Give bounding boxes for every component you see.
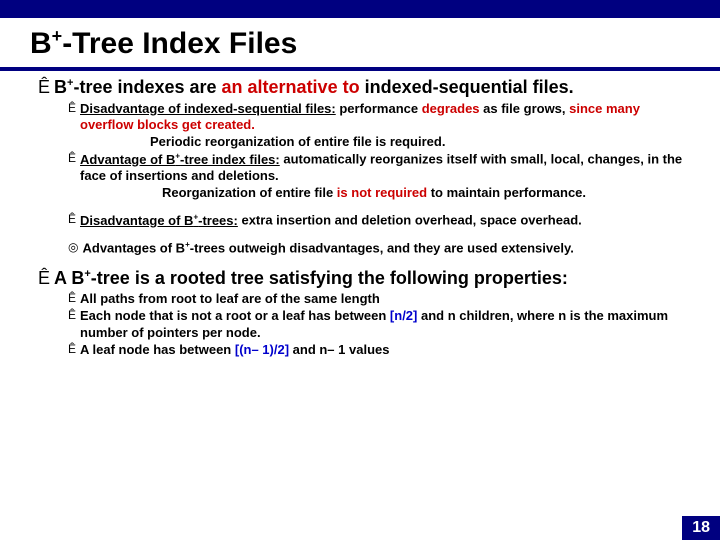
arrow-icon: Ê: [68, 342, 76, 358]
top-bar: [0, 0, 720, 18]
disadv-btree-text: Disadvantage of B+-trees: extra insertio…: [80, 212, 692, 229]
prop-3: Ê A leaf node has between [(n– 1)/2] and…: [68, 342, 692, 358]
t: [(n– 1)/2]: [235, 342, 289, 357]
disadv-btree: Ê Disadvantage of B+-trees: extra insert…: [68, 212, 692, 229]
t: to maintain performance.: [427, 185, 586, 200]
summary-text: Advantages of B+-trees outweigh disadvan…: [82, 240, 692, 257]
t: Advantage of B: [80, 152, 175, 167]
arrow-icon: Ê: [68, 291, 76, 307]
adv-btree: Ê Advantage of B+-tree index files: auto…: [68, 151, 692, 184]
adv-btree-sub: Reorganization of entire file is not req…: [162, 185, 692, 201]
t: A B: [54, 268, 84, 288]
intro-bullet: Ê B+-tree indexes are an alternative to …: [38, 77, 692, 99]
intro-text: B+-tree indexes are an alternative to in…: [54, 77, 692, 99]
t: -tree is a rooted tree satisfying the fo…: [91, 268, 568, 288]
t: Disadvantage of B+-trees:: [80, 213, 238, 228]
t: degrades: [422, 101, 480, 116]
t: -tree index files:: [180, 152, 280, 167]
spacer: [38, 230, 692, 240]
summary: ◎ Advantages of B+-trees outweigh disadv…: [68, 240, 692, 257]
properties-heading: Ê A B+-tree is a rooted tree satisfying …: [38, 268, 692, 290]
arrow-icon: Ê: [38, 268, 50, 290]
disadv-isam-text: Disadvantage of indexed-sequential files…: [80, 101, 692, 134]
title-area: B+-Tree Index Files: [0, 18, 720, 67]
prop-2-text: Each node that is not a root or a leaf h…: [80, 308, 692, 341]
t: an alternative to: [222, 77, 360, 97]
arrow-icon: Ê: [68, 308, 76, 341]
content-area: Ê B+-tree indexes are an alternative to …: [0, 71, 720, 358]
arrow-icon: Ê: [68, 101, 76, 134]
prop-1: Ê All paths from root to leaf are of the…: [68, 291, 692, 307]
t: Advantages of B: [82, 240, 185, 255]
prop-2: Ê Each node that is not a root or a leaf…: [68, 308, 692, 341]
arrow-icon: Ê: [68, 151, 76, 184]
title-pre: B: [30, 27, 52, 60]
arrow-icon: Ê: [38, 77, 50, 99]
t: -trees:: [198, 213, 238, 228]
title-post: -Tree Index Files: [62, 27, 297, 60]
page-number: 18: [682, 516, 720, 540]
t: Each node that is not a root or a leaf h…: [80, 308, 390, 323]
properties-text: A B+-tree is a rooted tree satisfying th…: [54, 268, 692, 290]
t: indexed-sequential files.: [360, 77, 574, 97]
t: Disadvantage of indexed-sequential files…: [80, 101, 336, 116]
arrow-icon: Ê: [68, 212, 76, 229]
t: performance: [336, 101, 422, 116]
spacer: [38, 202, 692, 212]
t: is not required: [337, 185, 427, 200]
prop-1-text: All paths from root to leaf are of the s…: [80, 291, 692, 307]
slide-title: B+-Tree Index Files: [30, 26, 690, 61]
adv-btree-text: Advantage of B+-tree index files: automa…: [80, 151, 692, 184]
t: -tree indexes are: [73, 77, 221, 97]
t: -trees outweigh disadvantages, and they …: [190, 240, 574, 255]
t: extra insertion and deletion overhead, s…: [238, 213, 582, 228]
spacer: [38, 258, 692, 268]
circle-icon: ◎: [68, 240, 78, 257]
disadv-isam-sub: Periodic reorganization of entire file i…: [150, 134, 692, 150]
t: as file grows,: [480, 101, 570, 116]
t: B: [54, 77, 67, 97]
disadv-isam: Ê Disadvantage of indexed-sequential fil…: [68, 101, 692, 134]
t: Reorganization of entire file: [162, 185, 337, 200]
t: [n/2]: [390, 308, 417, 323]
t: and n– 1 values: [289, 342, 389, 357]
t: Advantage of B+-tree index files:: [80, 152, 280, 167]
t: A leaf node has between: [80, 342, 235, 357]
t: Disadvantage of B: [80, 213, 193, 228]
title-sup: +: [52, 26, 63, 46]
prop-3-text: A leaf node has between [(n– 1)/2] and n…: [80, 342, 692, 358]
